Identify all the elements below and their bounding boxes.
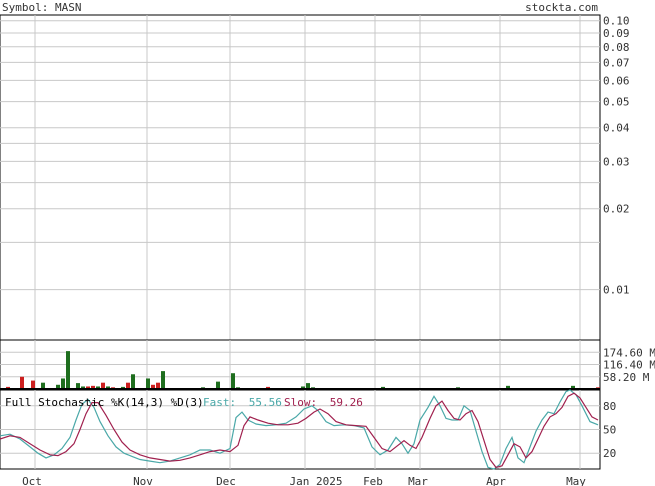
stochastic-panel: 80 50 20 Full Stochastic %K(14,3) %D(3) Fa… [0, 389, 616, 470]
price-tick-label: 0.09 [603, 27, 630, 40]
volume-bar [306, 383, 310, 389]
volume-bar [156, 382, 160, 389]
price-panel-frame [0, 14, 601, 341]
x-tick-label: Feb [363, 475, 383, 486]
fast-value: 55.56 [249, 396, 282, 409]
price-tick-label: 0.02 [603, 203, 630, 216]
x-tick-label: May [566, 475, 586, 486]
x-tick-label: Mar [408, 475, 428, 486]
volume-tick-label: 174.60 M [603, 346, 655, 359]
volume-bar [31, 380, 35, 389]
volume-bar [266, 386, 270, 389]
volume-bar [301, 386, 305, 389]
stochastic-title: Full Stochastic %K(14,3) %D(3) [5, 396, 204, 409]
volume-bar [91, 385, 95, 389]
site-label: stockta.com [525, 1, 598, 14]
volume-bar [121, 386, 125, 389]
volume-tick-label: 116.40 M [603, 359, 655, 372]
volume-bar [81, 386, 85, 389]
fast-label-text: Fast: [203, 396, 236, 409]
volume-bar [41, 382, 45, 389]
volume-bar [146, 378, 150, 389]
x-tick-label: Nov [133, 475, 153, 486]
volume-bar [131, 374, 135, 389]
volume-bar [61, 378, 65, 389]
volume-bar [6, 386, 10, 389]
symbol-label: Symbol: MASN [2, 1, 81, 14]
stochastic-tick-label: 50 [603, 424, 616, 437]
price-tick-label: 0.07 [603, 56, 630, 69]
x-tick-label: Dec [216, 475, 236, 486]
volume-tick-label: 58.20 M [603, 371, 650, 384]
x-tick-label: Apr [486, 475, 506, 486]
slow-label: Slow: 59.26 [284, 396, 363, 409]
volume-bar [66, 351, 70, 389]
volume-bar [381, 386, 385, 389]
stochastic-y-axis: 80 50 20 [603, 400, 616, 460]
volume-bar [96, 386, 100, 389]
slow-value: 59.26 [330, 396, 363, 409]
volume-bar [161, 371, 165, 389]
volume-bar [106, 386, 110, 389]
volume-bar [216, 381, 220, 389]
volume-bar [571, 385, 575, 389]
volume-bar [231, 373, 235, 389]
slow-label-text: Slow: [284, 396, 317, 409]
volume-grid [0, 340, 600, 389]
volume-bar [86, 386, 90, 389]
x-tick-label: Jan 2025 [290, 475, 343, 486]
price-panel: 0.100.090.08 0.07 0.06 0.05 0.04 0.03 0.02 0.01 [0, 14, 630, 341]
price-tick-label: 0.01 [603, 284, 630, 297]
x-tick-label: Oct [22, 475, 42, 486]
volume-bar [20, 376, 24, 389]
fast-line [0, 389, 599, 470]
stochastic-tick-label: 80 [603, 400, 616, 413]
price-tick-label: 0.05 [603, 96, 630, 109]
price-tick-label: 0.03 [603, 155, 630, 168]
stochastic-lines [0, 389, 599, 470]
slow-line [0, 392, 599, 469]
price-grid [0, 15, 600, 340]
volume-bar [56, 384, 60, 389]
price-tick-label: 0.10 [603, 15, 630, 28]
price-tick-label: 0.06 [603, 74, 630, 87]
volume-bar [76, 383, 80, 389]
price-y-axis: 0.100.090.08 0.07 0.06 0.05 0.04 0.03 0.02 0.01 [603, 15, 630, 297]
volume-bar [506, 385, 510, 389]
price-tick-label: 0.04 [603, 122, 630, 135]
volume-bar [101, 382, 105, 389]
fast-label: Fast: 55.56 [203, 396, 282, 409]
volume-bar [126, 382, 130, 389]
price-tick-label: 0.08 [603, 41, 630, 54]
volume-bar [151, 384, 155, 389]
x-axis: Oct Nov Dec Jan 2025 Feb Mar Apr May [22, 475, 586, 486]
stochastic-tick-label: 20 [603, 447, 616, 460]
